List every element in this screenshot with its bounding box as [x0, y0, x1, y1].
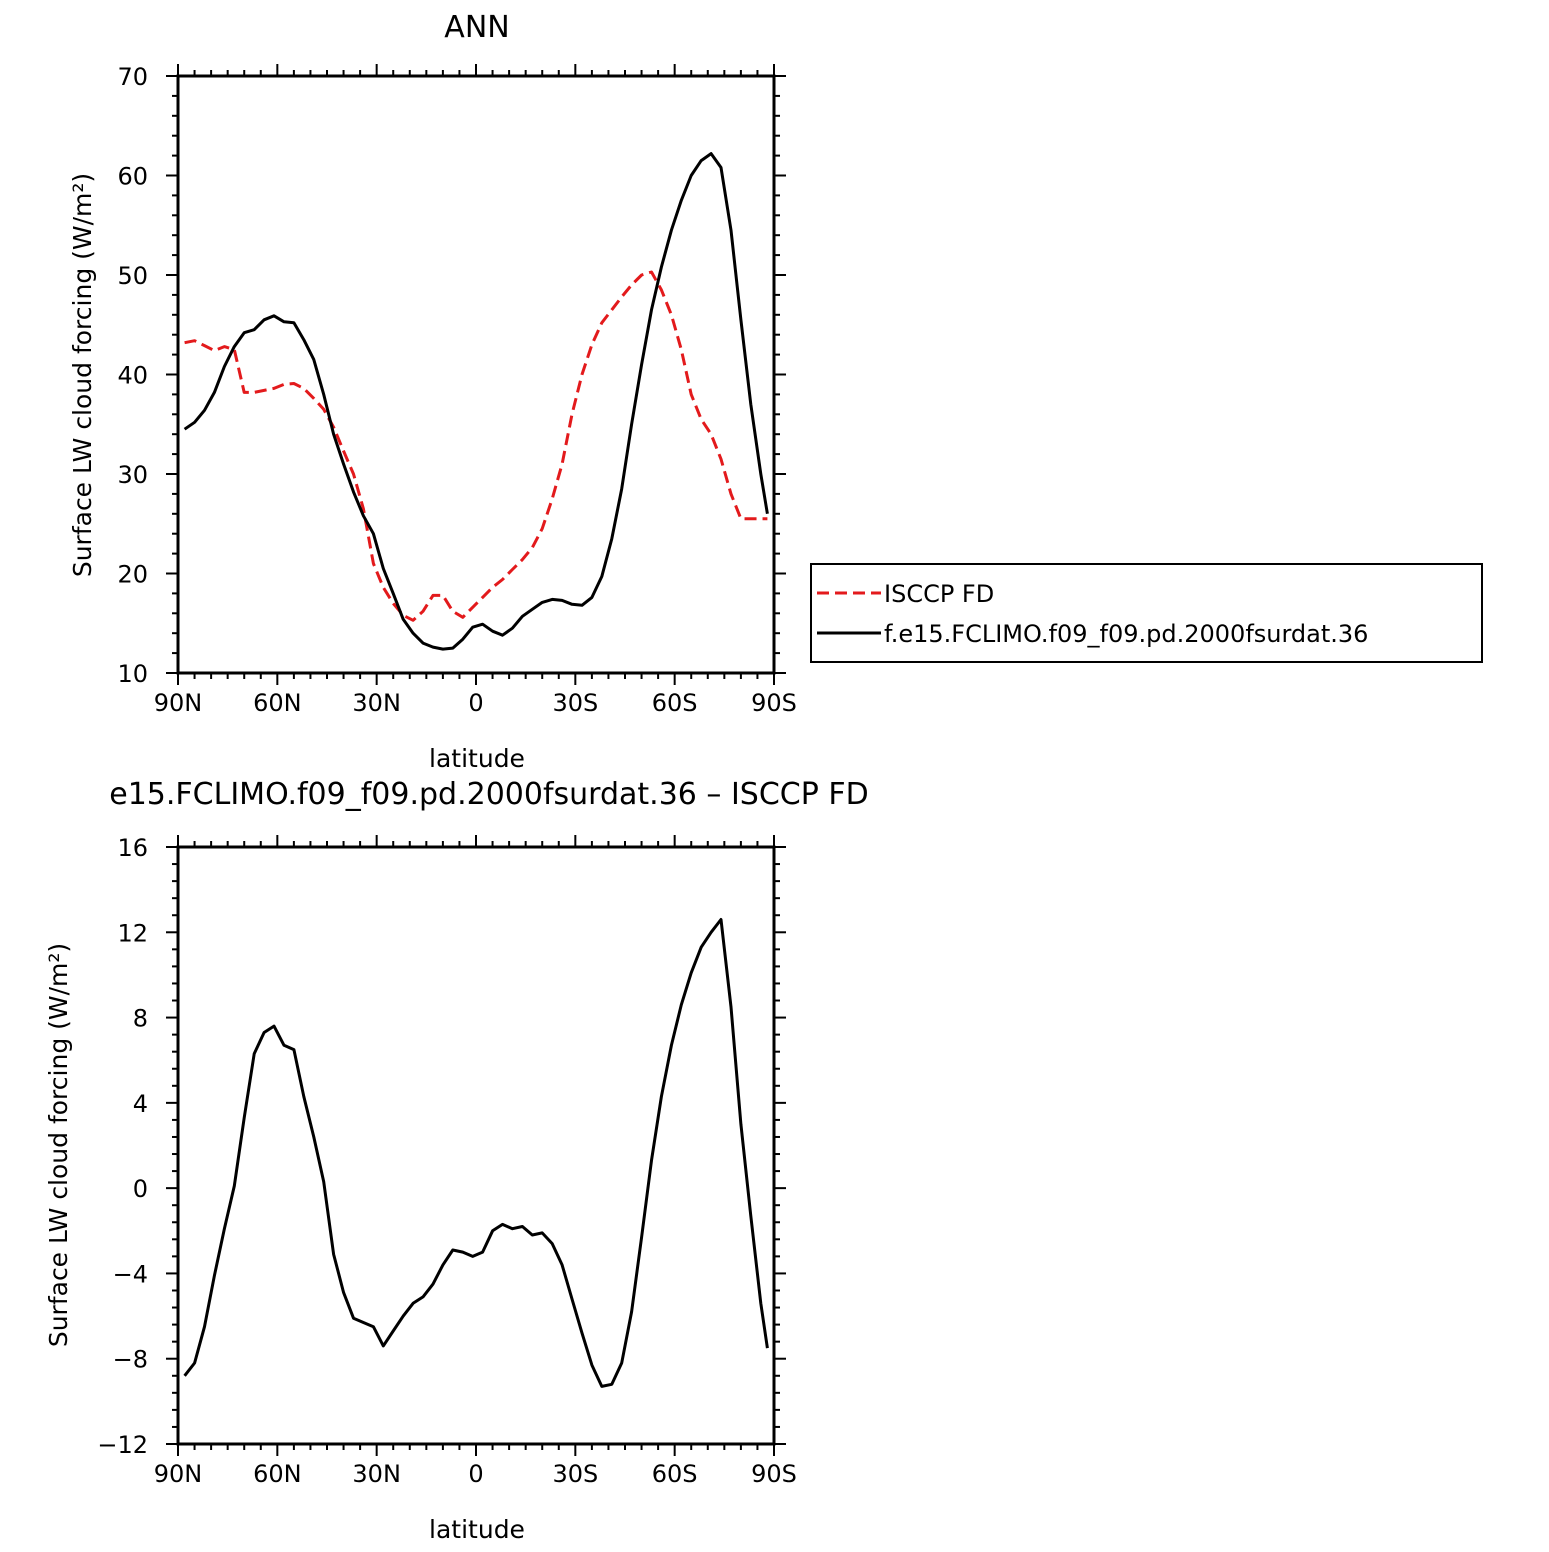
chart-bottom-ytick-label: 4	[133, 1090, 148, 1118]
chart-bottom-ytick-label: −4	[113, 1260, 148, 1288]
chart-bottom-series-group	[183, 918, 769, 1388]
chart-top-ytick-label: 20	[117, 561, 148, 589]
chart-top-xtick-label: 60S	[652, 689, 698, 717]
chart-bottom: e15.FCLIMO.f09_f09.pd.2000fsurdat.36 – I…	[44, 777, 869, 1544]
chart-top-ytick-label: 40	[117, 362, 148, 390]
chart-bottom-xtick-label: 0	[468, 1460, 483, 1488]
chart-bottom-axes: 90N 60N 30N 0 30S 60S 90S −12 −8 −4 0 4 8 12 16	[97, 834, 797, 1488]
chart-bottom-ylabel: Surface LW cloud forcing (W/m²)	[44, 943, 73, 1347]
chart-top-xtick-label: 90S	[751, 689, 797, 717]
chart-bottom-ytick-label: −12	[97, 1431, 148, 1459]
chart-bottom-ytick-label: −8	[113, 1346, 148, 1374]
chart-bottom-xtick-label: 60N	[253, 1460, 302, 1488]
chart-bottom-ytick-label: 0	[133, 1175, 148, 1203]
chart-bottom-xtick-label: 90N	[154, 1460, 203, 1488]
chart-top-title: ANN	[444, 10, 509, 45]
chart-top-series-group	[183, 152, 769, 651]
chart-top-legend: ISCCP FD f.e15.FCLIMO.f09_f09.pd.2000fsu…	[810, 563, 1483, 663]
chart-top-series-line-1	[183, 152, 769, 651]
chart-bottom-plot-frame	[176, 845, 776, 1446]
chart-bottom-ytick-label: 8	[133, 1005, 148, 1033]
chart-top-xtick-label: 30N	[352, 689, 401, 717]
chart-bottom-xtick-label: 30S	[552, 1460, 598, 1488]
chart-bottom-title: e15.FCLIMO.f09_f09.pd.2000fsurdat.36 – I…	[109, 777, 868, 812]
chart-top-xtick-label: 90N	[154, 689, 203, 717]
chart-top-plot-frame	[176, 74, 776, 675]
chart-bottom-ytick-label: 12	[117, 919, 148, 947]
legend-label-model: f.e15.FCLIMO.f09_f09.pd.2000fsurdat.36	[884, 620, 1368, 648]
chart-top-ytick-label: 70	[117, 63, 148, 91]
chart-top-xlabel: latitude	[429, 744, 525, 773]
chart-top-series-line-0	[184, 270, 768, 622]
chart-top-xtick-label: 0	[468, 689, 483, 717]
chart-top-ytick-label: 60	[117, 163, 148, 191]
chart-bottom-series-line-0	[183, 918, 769, 1388]
chart-bottom-xlabel: latitude	[429, 1515, 525, 1544]
chart-top: ANN 90N 60N 30N 0 30S 60S 90S 10 20 30 40 50 60 70 la…	[68, 10, 1483, 773]
chart-top-xtick-label: 30S	[552, 689, 598, 717]
chart-top-xtick-label: 60N	[253, 689, 302, 717]
chart-top-axes: 90N 60N 30N 0 30S 60S 90S 10 20 30 40 50 60 70	[117, 63, 796, 717]
chart-bottom-xtick-label: 30N	[352, 1460, 401, 1488]
legend-label-isccp: ISCCP FD	[884, 580, 994, 608]
chart-top-ytick-label: 10	[117, 660, 148, 688]
chart-top-ytick-label: 30	[117, 461, 148, 489]
chart-top-ylabel: Surface LW cloud forcing (W/m²)	[68, 173, 97, 577]
chart-top-ytick-label: 50	[117, 262, 148, 290]
legend-box	[810, 563, 1483, 663]
chart-bottom-xtick-label: 60S	[652, 1460, 698, 1488]
chart-bottom-xtick-label: 90S	[751, 1460, 797, 1488]
chart-bottom-ytick-label: 16	[117, 834, 148, 862]
